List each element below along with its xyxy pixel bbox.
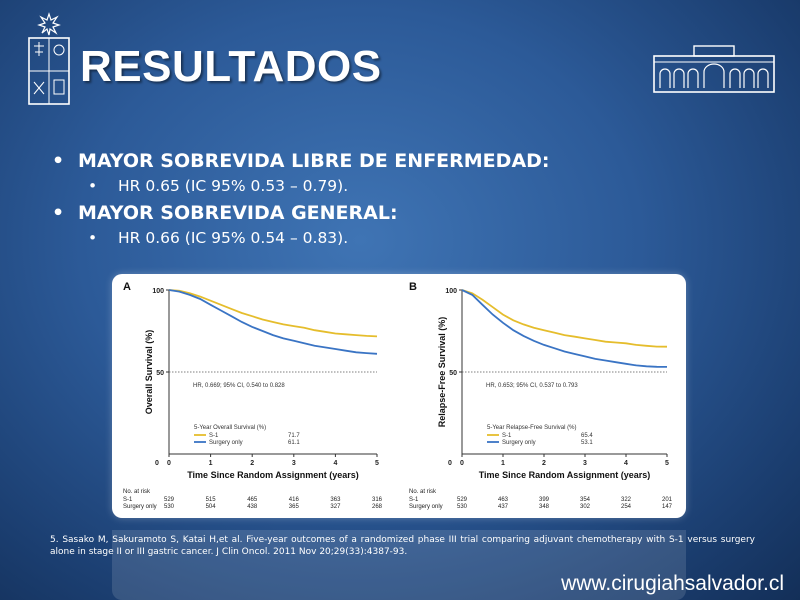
at-risk-value: 530 — [457, 504, 468, 510]
legend-entry: Surgery only — [502, 440, 536, 446]
y-tick-label: 100 — [152, 288, 164, 295]
series-line-s1 — [461, 289, 668, 348]
bullet-os-hr: HR 0.66 (IC 95% 0.54 – 0.83). — [52, 229, 550, 247]
x-tick-label: 0 — [460, 460, 464, 467]
legend-title: 5-Year Overall Survival (%) — [194, 425, 266, 431]
at-risk-value: 463 — [498, 497, 509, 503]
x-tick-label: 0 — [167, 460, 171, 467]
at-risk-row-name: Surgery only — [123, 504, 157, 510]
at-risk-value: 316 — [372, 497, 383, 503]
at-risk-value: 529 — [164, 497, 175, 503]
at-risk-value: 322 — [621, 497, 632, 503]
x-tick-label: 3 — [583, 460, 587, 467]
x-tick-label: 1 — [501, 460, 505, 467]
at-risk-value: 416 — [289, 497, 300, 503]
series-line-surgery-only — [168, 289, 378, 355]
legend-entry: S-1 — [209, 433, 219, 439]
bullet-list: MAYOR SOBREVIDA LIBRE DE ENFERMEDAD: HR … — [52, 150, 550, 254]
x-tick-label: 3 — [292, 460, 296, 467]
at-risk-value: 254 — [621, 504, 632, 510]
at-risk-value: 515 — [206, 497, 217, 503]
at-risk-value: 365 — [289, 504, 300, 510]
at-risk-value: 147 — [662, 504, 673, 510]
at-risk-row-name: S-1 — [123, 497, 133, 503]
slide-title: RESULTADOS — [80, 42, 382, 91]
x-tick-label: 2 — [250, 460, 254, 467]
x-axis-label: Time Since Random Assignment (years) — [479, 470, 651, 480]
at-risk-value: 201 — [662, 497, 673, 503]
panel-label: B — [409, 281, 417, 293]
at-risk-value: 399 — [539, 497, 550, 503]
hospital-building-icon — [653, 45, 775, 93]
y-axis-label: Relapse-Free Survival (%) — [437, 317, 447, 428]
legend-value: 53.1 — [581, 440, 593, 446]
at-risk-value: 437 — [498, 504, 509, 510]
at-risk-label: No. at risk — [409, 489, 437, 495]
legend-value: 61.1 — [288, 440, 300, 446]
bullet-dfs-hr: HR 0.65 (IC 95% 0.53 – 0.79). — [52, 177, 550, 195]
series-line-surgery-only — [461, 289, 668, 368]
legend-value: 71.7 — [288, 433, 300, 439]
survival-figure: A 50 100 0 1 2 3 4 5 0 Time Since Random Assignmen… — [112, 274, 686, 518]
at-risk-value: 354 — [580, 497, 591, 503]
at-risk-value: 529 — [457, 497, 468, 503]
panel-label: A — [123, 281, 131, 293]
legend-value: 65.4 — [581, 433, 593, 439]
at-risk-value: 504 — [206, 504, 217, 510]
at-risk-value: 363 — [330, 497, 341, 503]
x-tick-label: 5 — [375, 460, 379, 467]
citation: 5. Sasako M, Sakuramoto S, Katai H,et al… — [50, 535, 755, 557]
bullet-os: MAYOR SOBREVIDA GENERAL: — [52, 202, 550, 224]
x-tick-label: 4 — [333, 460, 337, 467]
at-risk-value: 438 — [247, 504, 258, 510]
y-tick-label: 0 — [448, 460, 452, 467]
y-tick-label: 100 — [445, 288, 457, 295]
y-tick-label: 50 — [156, 370, 164, 377]
at-risk-row-name: Surgery only — [409, 504, 443, 510]
x-tick-label: 5 — [665, 460, 669, 467]
hazard-ratio-text: HR, 0.669; 95% CI, 0.540 to 0.828 — [193, 383, 285, 389]
y-tick-label: 0 — [155, 460, 159, 467]
at-risk-label: No. at risk — [123, 489, 151, 495]
at-risk-row-name: S-1 — [409, 497, 419, 503]
x-tick-label: 2 — [542, 460, 546, 467]
website-url: www.cirugiahsalvador.cl — [561, 572, 784, 595]
at-risk-value: 327 — [330, 504, 341, 510]
university-crest-icon — [28, 12, 70, 105]
at-risk-value: 465 — [247, 497, 258, 503]
series-line-s1 — [168, 289, 378, 338]
y-axis-label: Overall Survival (%) — [144, 330, 154, 415]
at-risk-value: 348 — [539, 504, 550, 510]
x-tick-label: 4 — [624, 460, 628, 467]
at-risk-value: 268 — [372, 504, 383, 510]
legend-title: 5-Year Relapse-Free Survival (%) — [487, 425, 576, 431]
hazard-ratio-text: HR, 0.653; 95% CI, 0.537 to 0.793 — [486, 383, 578, 389]
y-tick-label: 50 — [449, 370, 457, 377]
legend-entry: Surgery only — [209, 440, 243, 446]
x-axis-label: Time Since Random Assignment (years) — [187, 470, 359, 480]
at-risk-value: 530 — [164, 504, 175, 510]
x-tick-label: 1 — [209, 460, 213, 467]
legend-entry: S-1 — [502, 433, 512, 439]
bullet-dfs: MAYOR SOBREVIDA LIBRE DE ENFERMEDAD: — [52, 150, 550, 172]
at-risk-value: 302 — [580, 504, 591, 510]
